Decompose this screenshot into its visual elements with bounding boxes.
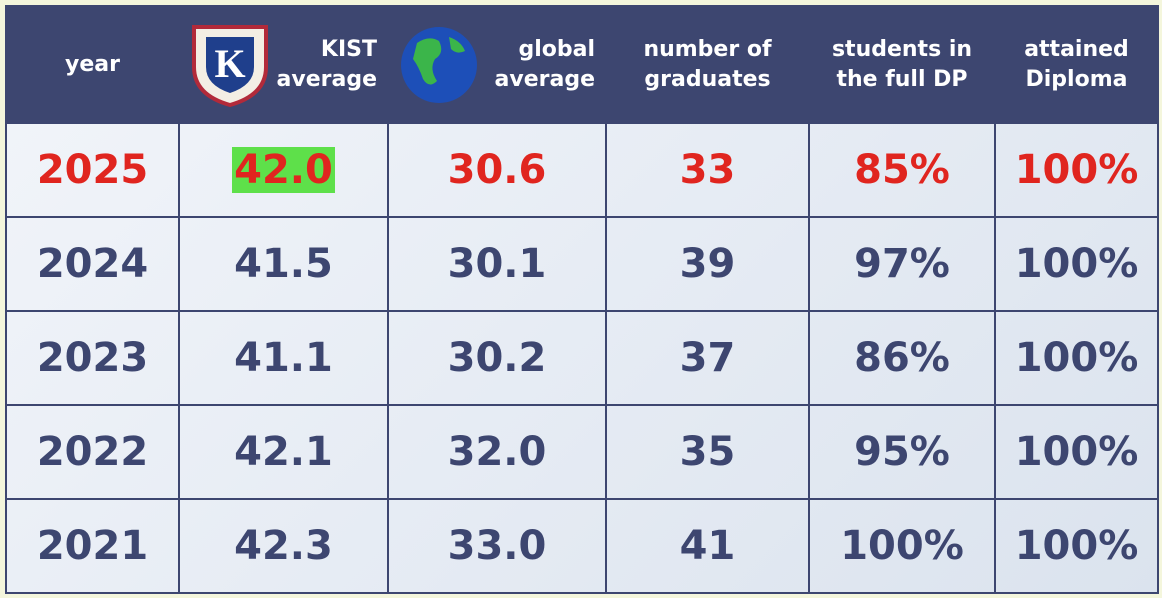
cell-text: 2023 <box>36 335 149 381</box>
header-text: the full DP <box>836 66 968 92</box>
table-cell: 35 <box>605 404 810 500</box>
cell-text: 42.1 <box>234 429 333 475</box>
cell-text: 39 <box>679 241 736 287</box>
table-cell: 100% <box>994 216 1159 312</box>
table-cell: 100% <box>994 404 1159 500</box>
table-cell: 42.3 <box>178 498 389 594</box>
table-cell: 97% <box>808 216 996 312</box>
globe <box>401 27 477 103</box>
table-cell: 33.0 <box>387 498 607 594</box>
table-cell: 2021 <box>5 498 180 594</box>
header-row: year K KIST average global average number of gr… <box>5 5 1159 124</box>
table-row: 2021 42.3 33.0 41 100% 100% <box>5 498 1159 594</box>
table-cell: 30.2 <box>387 310 607 406</box>
header-text: Diploma <box>1025 66 1128 92</box>
table-cell: 30.1 <box>387 216 607 312</box>
header-cell: students in the full DP <box>808 5 996 124</box>
results-table: year K KIST average global average number of gr… <box>5 5 1159 594</box>
table-cell: 2025 <box>5 122 180 218</box>
header-text: average <box>276 66 377 92</box>
table-cell: 41.1 <box>178 310 389 406</box>
cell-text: 33 <box>679 147 736 193</box>
table-cell: 100% <box>994 498 1159 594</box>
table-row: 2023 41.1 30.2 37 86% 100% <box>5 310 1159 406</box>
cell-text: 32.0 <box>447 429 547 475</box>
cell-text: 85% <box>854 147 950 193</box>
cell-text: 41.1 <box>234 335 333 381</box>
cell-text: 2025 <box>36 147 149 193</box>
cell-text: 95% <box>854 429 950 475</box>
table-cell: 100% <box>808 498 996 594</box>
header-text: number of <box>643 36 772 62</box>
cell-text: 2022 <box>36 429 149 475</box>
cell-text: 2021 <box>36 523 149 569</box>
cell-text: 100% <box>1014 241 1139 287</box>
cell-text: 30.6 <box>447 147 547 193</box>
cell-text: 37 <box>679 335 736 381</box>
header-text: attained <box>1024 36 1129 62</box>
header-text: graduates <box>644 66 771 92</box>
cell-text: 86% <box>854 335 950 381</box>
cell-text: 100% <box>1014 523 1139 569</box>
header-cell: number of graduates <box>605 5 810 124</box>
table-cell: 33 <box>605 122 810 218</box>
continent <box>449 37 465 53</box>
results-table-container: year K KIST average global average number of gr… <box>5 5 1159 594</box>
header-text: students in <box>831 36 973 62</box>
table-cell: 2022 <box>5 404 180 500</box>
table-cell: 41 <box>605 498 810 594</box>
cell-text: 100% <box>1014 147 1139 193</box>
header-cell: year <box>5 5 180 124</box>
cell-text: 30.2 <box>447 335 547 381</box>
table-cell: 42.0 <box>178 122 389 218</box>
school-logo: K <box>192 25 268 107</box>
cell-text: 97% <box>854 241 950 287</box>
header-text: year <box>65 51 120 77</box>
table-cell: 32.0 <box>387 404 607 500</box>
cell-text: 30.1 <box>447 241 547 287</box>
table-cell: 85% <box>808 122 996 218</box>
table-row: 2025 42.0 30.6 33 85% 100% <box>5 122 1159 218</box>
cell-text: 41 <box>679 523 736 569</box>
table-cell: 100% <box>994 122 1159 218</box>
cell-text: 100% <box>1014 335 1139 381</box>
table-cell: 42.1 <box>178 404 389 500</box>
table-cell: 30.6 <box>387 122 607 218</box>
header-text: KIST <box>320 36 377 62</box>
logo-letter: K <box>214 41 245 86</box>
header-text: average <box>494 66 595 92</box>
table-body: 2025 42.0 30.6 33 85% 100% 2024 41.5 30.1 39 97% 10… <box>5 122 1159 594</box>
cell-text: 42.0 <box>232 147 335 193</box>
table-cell: 2023 <box>5 310 180 406</box>
cell-text: 33.0 <box>447 523 547 569</box>
table-cell: 86% <box>808 310 996 406</box>
shield-inner <box>206 37 254 93</box>
table-row: 2024 41.5 30.1 39 97% 100% <box>5 216 1159 312</box>
table-row: 2022 42.1 32.0 35 95% 100% <box>5 404 1159 500</box>
header-cell: global average <box>387 5 607 124</box>
globe-icon <box>401 27 477 103</box>
table-cell: 2024 <box>5 216 180 312</box>
table-cell: 95% <box>808 404 996 500</box>
cell-text: 2024 <box>36 241 149 287</box>
header-cell: K KIST average <box>178 5 389 124</box>
cell-text: 100% <box>1014 429 1139 475</box>
cell-text: 41.5 <box>234 241 333 287</box>
table-cell: 37 <box>605 310 810 406</box>
header-text: global <box>518 36 595 62</box>
continent <box>413 38 442 85</box>
cell-text: 100% <box>840 523 964 569</box>
table-cell: 39 <box>605 216 810 312</box>
cell-text: 35 <box>679 429 736 475</box>
table-cell: 41.5 <box>178 216 389 312</box>
table-cell: 100% <box>994 310 1159 406</box>
header-cell: attained Diploma <box>994 5 1159 124</box>
cell-text: 42.3 <box>234 523 333 569</box>
